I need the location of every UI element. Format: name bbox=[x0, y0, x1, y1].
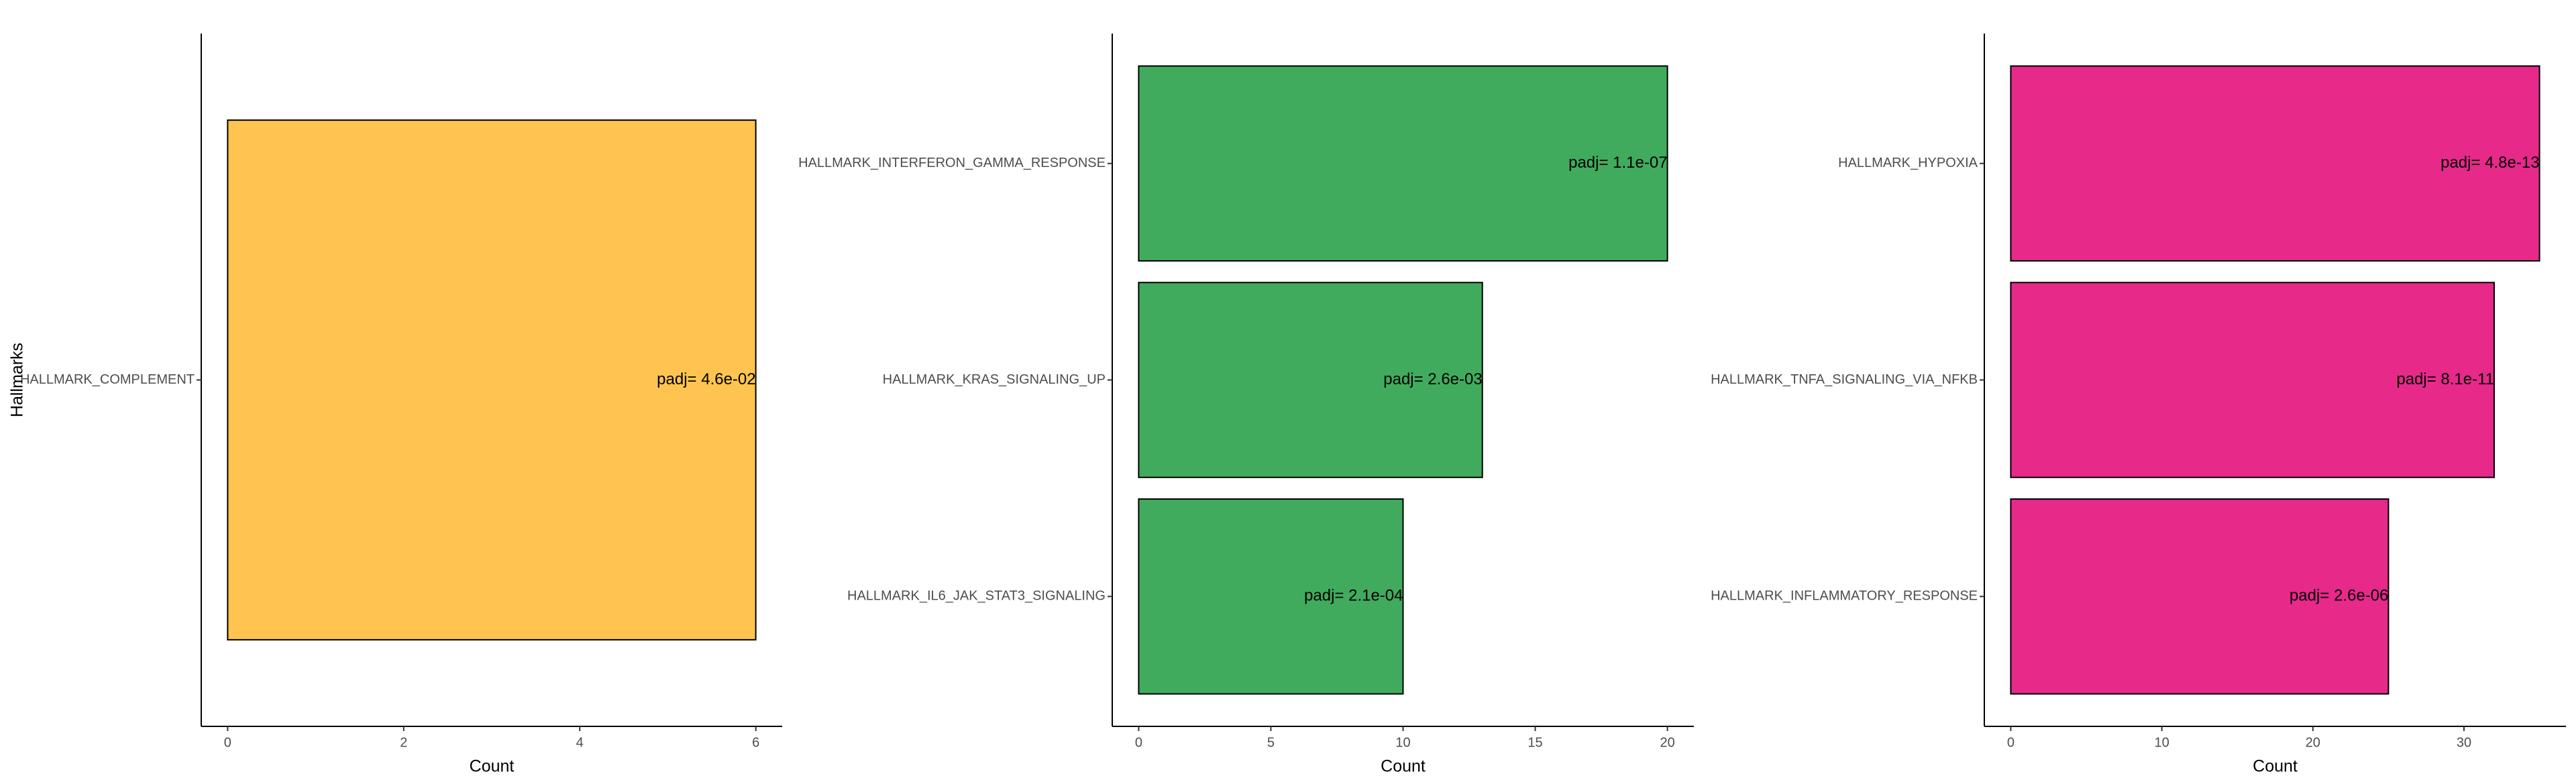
category-label: HALLMARK_HYPOXIA bbox=[1838, 156, 1978, 170]
category-label: HALLMARK_KRAS_SIGNALING_UP bbox=[883, 372, 1106, 387]
bar bbox=[1138, 65, 1668, 262]
x-tick-label: 0 bbox=[224, 736, 231, 751]
x-tick-label: 2 bbox=[400, 736, 407, 751]
x-tick-label: 10 bbox=[2154, 736, 2169, 751]
x-tick-label: 5 bbox=[1267, 736, 1275, 751]
x-axis-title: Count bbox=[470, 757, 515, 773]
category-label: HALLMARK_COMPLEMENT bbox=[20, 372, 195, 387]
x-axis-title: Count bbox=[2253, 757, 2298, 773]
bar bbox=[1138, 498, 1404, 695]
bar bbox=[1138, 282, 1483, 478]
chart-panel-1: padj= 4.6e-02 HALLMARK_COMPLEMENT 0 2 4 6 Coun… bbox=[8, 34, 782, 776]
x-tick-label: 20 bbox=[1660, 736, 1674, 751]
bar bbox=[2010, 282, 2496, 478]
x-tick-label: 6 bbox=[752, 736, 759, 751]
bar bbox=[227, 119, 757, 641]
chart-panel-3: padj= 4.8e-13 padj= 8.1e-11 padj= 2.6e-06 H… bbox=[1711, 34, 2566, 776]
chart-panel-2: padj= 1.1e-07 padj= 2.6e-03 padj= 2.1e-04 H… bbox=[798, 34, 1694, 776]
data-label: padj= 2.6e-06 bbox=[2290, 587, 2388, 605]
x-tick-label: 10 bbox=[1395, 736, 1410, 751]
x-tick-label: 20 bbox=[2306, 736, 2320, 751]
category-label: HALLMARK_TNFA_SIGNALING_VIA_NFKB bbox=[1711, 372, 1978, 387]
bar bbox=[2010, 498, 2390, 695]
bar bbox=[2010, 65, 2540, 262]
x-tick-label: 30 bbox=[2457, 736, 2471, 751]
data-label: padj= 4.6e-02 bbox=[657, 370, 755, 388]
data-label: padj= 4.8e-13 bbox=[2440, 154, 2539, 172]
y-axis-title: Hallmarks bbox=[8, 343, 27, 417]
data-label: padj= 2.1e-04 bbox=[1304, 587, 1403, 605]
category-label: HALLMARK_IL6_JAK_STAT3_SIGNALING bbox=[847, 589, 1106, 604]
category-label: HALLMARK_INFLAMMATORY_RESPONSE bbox=[1711, 589, 1978, 604]
data-label: padj= 1.1e-07 bbox=[1568, 154, 1667, 172]
x-tick-label: 4 bbox=[576, 736, 584, 751]
x-tick-label: 0 bbox=[2007, 736, 2015, 751]
x-tick-label: 15 bbox=[1527, 736, 1542, 751]
x-tick-label: 0 bbox=[1135, 736, 1142, 751]
data-label: padj= 2.6e-03 bbox=[1383, 370, 1482, 388]
category-label: HALLMARK_INTERFERON_GAMMA_RESPONSE bbox=[798, 156, 1106, 170]
data-label: padj= 8.1e-11 bbox=[2396, 370, 2494, 388]
x-axis-title: Count bbox=[1381, 757, 1426, 773]
